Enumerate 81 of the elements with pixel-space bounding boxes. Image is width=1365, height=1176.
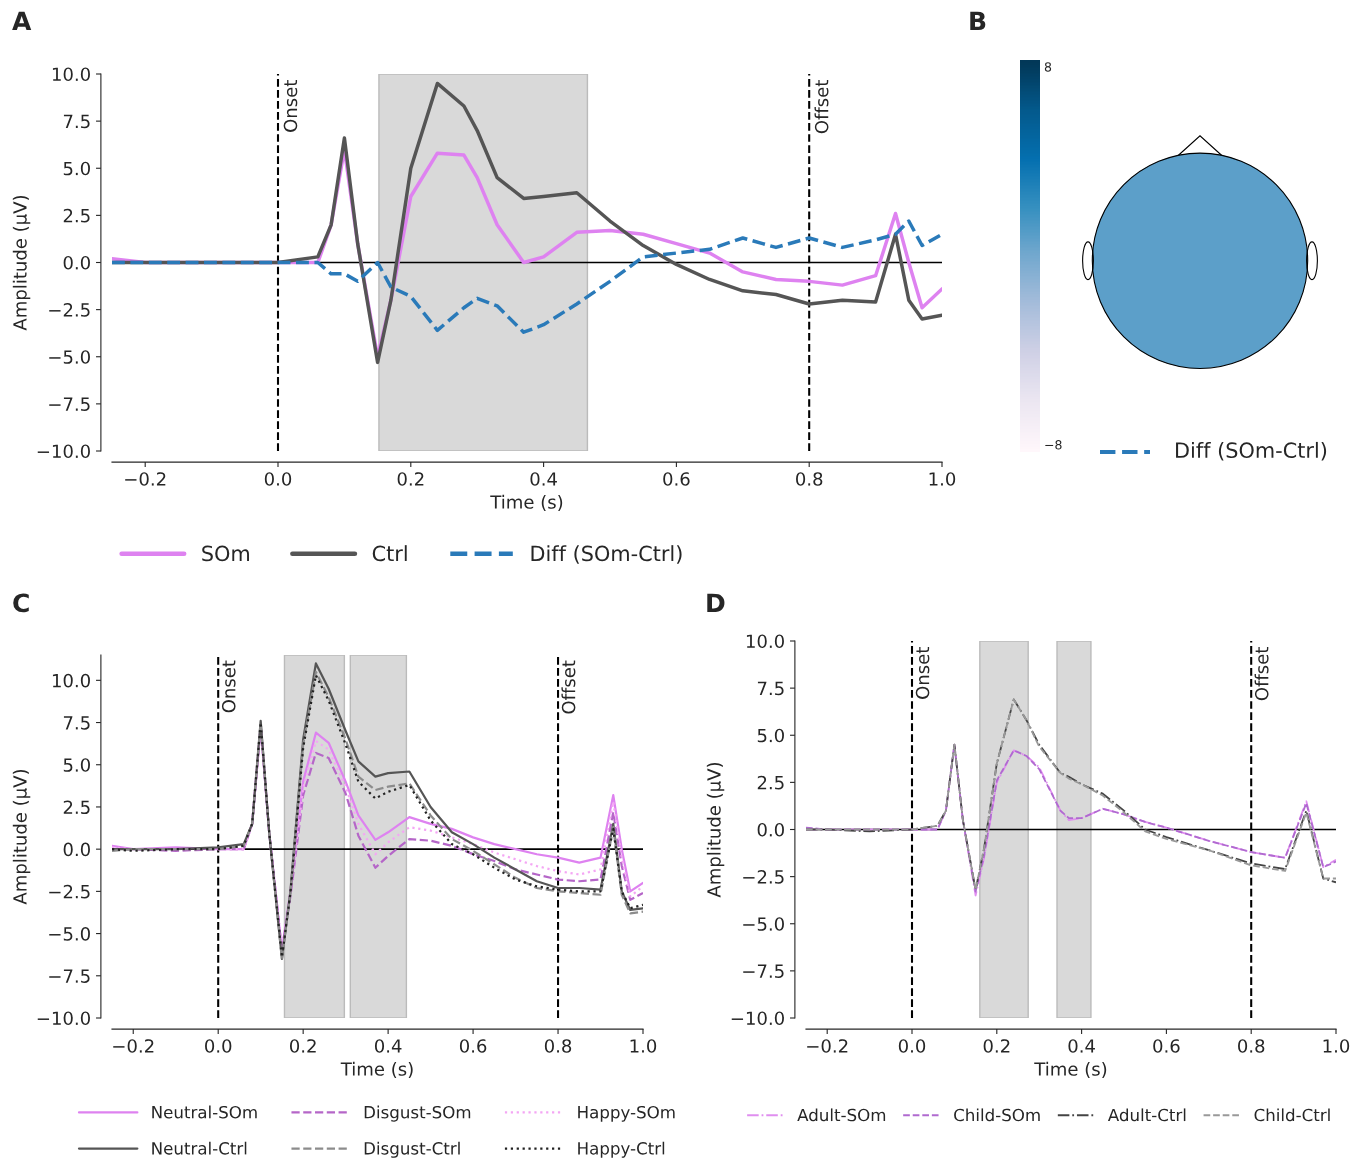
x-tick-label: 0.4 (530, 472, 557, 486)
y-tick-label: −10.0 (37, 1011, 90, 1026)
y-tick-label: 0.0 (63, 255, 90, 270)
legend-label: Diff (SOm-Ctrl) (531, 545, 682, 564)
x-tick-label: 0.4 (1068, 1039, 1095, 1053)
x-tick-label: 0.4 (374, 1039, 402, 1053)
x-tick-label: 0.2 (983, 1039, 1010, 1053)
y-tick-label: −7.5 (49, 397, 90, 411)
ref-line-label: Onset (221, 660, 236, 713)
chart-title: D (707, 593, 725, 612)
chart-title: A (12, 11, 32, 30)
x-tick-label: 0.8 (1238, 1039, 1265, 1053)
legend-label: Disgust-Ctrl (364, 1141, 460, 1158)
y-tick-label: 2.5 (63, 208, 90, 223)
y-tick-label: 0.0 (757, 822, 784, 837)
ref-line-label: Onset (283, 80, 298, 132)
legend-label: Disgust-SOm (364, 1105, 471, 1122)
x-tick-label: 1.0 (929, 472, 956, 486)
y-tick-label: 5.0 (757, 728, 784, 743)
legend-label: Neutral-SOm (152, 1105, 257, 1119)
y-tick-label: 7.5 (63, 114, 90, 129)
x-tick-label: 0.6 (663, 472, 690, 486)
x-tick-label: 1.0 (1323, 1039, 1350, 1053)
x-tick-label: 0.2 (397, 472, 424, 486)
y-tick-label: −5.0 (49, 350, 90, 364)
y-tick-label: −5.0 (743, 917, 784, 931)
x-tick-label: 1.0 (630, 1039, 657, 1053)
ref-line-label: Offset (561, 660, 576, 714)
y-tick-label: −10.0 (37, 444, 90, 459)
y-axis-title: Amplitude (µV) (12, 769, 31, 905)
legend-label: Adult-Ctrl (1107, 1108, 1186, 1122)
legend-label: Child-Ctrl (1254, 1108, 1330, 1122)
y-tick-label: −2.5 (49, 303, 90, 317)
y-tick-label: 2.5 (63, 800, 90, 815)
y-tick-label: 7.5 (63, 716, 90, 730)
text: Diff (SOm-Ctrl) (1176, 441, 1327, 461)
x-tick-label: 0.6 (459, 1039, 487, 1053)
ref-line-label: Onset (915, 647, 930, 699)
y-tick-label: −7.5 (49, 969, 90, 983)
y-tick-label: 10.0 (746, 634, 784, 649)
text: 8 (1044, 62, 1052, 72)
y-tick-label: 7.5 (757, 681, 784, 696)
y-tick-label: −7.5 (743, 964, 784, 978)
y-tick-label: −10.0 (731, 1011, 784, 1026)
legend-label: Adult-SOm (797, 1108, 886, 1122)
y-tick-label: 5.0 (63, 758, 90, 772)
x-tick-label: 0.6 (1153, 1039, 1180, 1053)
x-tick-label: 0.2 (289, 1039, 316, 1053)
x-tick-label: −0.2 (113, 1039, 154, 1053)
text: B (970, 11, 986, 30)
chart-title: C (13, 593, 29, 613)
y-tick-label: −5.0 (49, 927, 90, 941)
y-tick-label: 5.0 (63, 161, 90, 176)
y-axis-title: Amplitude (µV) (12, 195, 31, 331)
y-tick-label: −2.5 (49, 884, 90, 899)
y-tick-label: 2.5 (757, 775, 784, 790)
line-series (112, 219, 942, 334)
legend-label: Happy-Ctrl (578, 1141, 665, 1158)
ref-line-label: Offset (1254, 647, 1269, 701)
x-tick-label: 0.8 (796, 472, 823, 486)
legend-label: Neutral-Ctrl (152, 1141, 247, 1155)
x-tick-label: −0.2 (125, 472, 166, 486)
y-tick-label: 10.0 (52, 673, 90, 688)
y-tick-label: −2.5 (743, 870, 784, 884)
ref-line-label: Offset (814, 80, 829, 134)
x-tick-label: 0.8 (544, 1039, 572, 1053)
legend-label: Child-SOm (954, 1108, 1040, 1122)
x-axis-title: Time (s) (490, 494, 563, 511)
x-axis-title: Time (s) (1034, 1061, 1107, 1078)
legend-label: Happy-SOm (578, 1105, 675, 1122)
legend-label: SOm (202, 545, 249, 562)
y-tick-label: 0.0 (63, 842, 90, 857)
x-tick-label: 0.0 (264, 472, 292, 486)
y-axis-title: Amplitude (µV) (706, 762, 725, 898)
x-tick-label: 0.0 (205, 1039, 232, 1053)
x-axis-title: Time (s) (340, 1061, 413, 1078)
legend-label: Ctrl (372, 545, 407, 562)
text: −8 (1045, 440, 1062, 450)
x-tick-label: −0.2 (807, 1039, 848, 1053)
x-tick-label: 0.0 (898, 1039, 926, 1053)
y-tick-label: 10.0 (52, 67, 90, 82)
